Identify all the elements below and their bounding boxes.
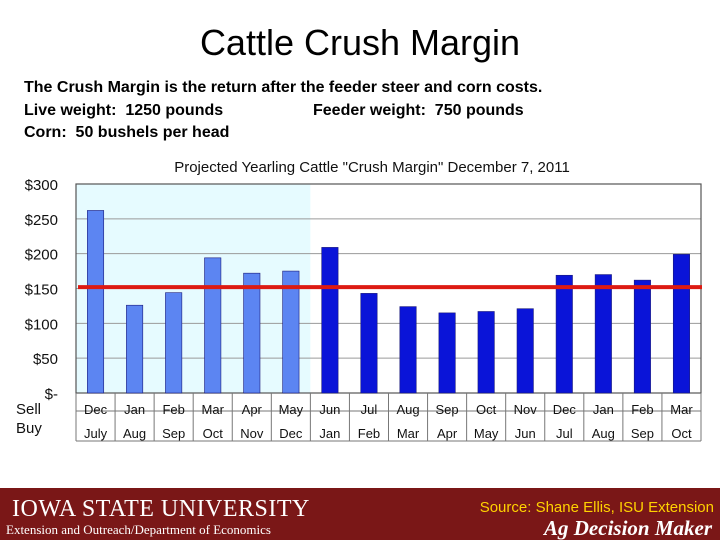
y-tick-label: $250: [25, 212, 58, 229]
x-tick-label-buy: Aug: [592, 426, 615, 441]
x-tick-label-buy: Feb: [358, 426, 380, 441]
x-tick-label-buy: Jul: [556, 426, 573, 441]
y-tick-label: $300: [25, 177, 58, 194]
x-tick-label-sell: Sep: [436, 402, 459, 417]
x-tick-label-sell: Feb: [162, 402, 184, 417]
x-tick-label-sell: Apr: [242, 402, 263, 417]
x-tick-label-sell: Nov: [514, 402, 538, 417]
x-tick-label-buy: July: [84, 426, 108, 441]
bar: [633, 279, 651, 394]
x-tick-label-sell: Feb: [631, 402, 653, 417]
x-tick-label-sell: Mar: [670, 402, 693, 417]
x-tick-label-sell: Aug: [396, 402, 419, 417]
crush-margin-chart: Projected Yearling Cattle "Crush Margin"…: [0, 150, 720, 446]
x-tick-label-buy: Dec: [279, 426, 303, 441]
y-tick-label: $-: [45, 386, 58, 403]
chart-title: Projected Yearling Cattle "Crush Margin"…: [174, 159, 570, 176]
university-logo: IOWA STATE UNIVERSITY: [12, 496, 310, 522]
description-line-1: The Crush Margin is the return after the…: [24, 79, 543, 96]
bar: [243, 272, 261, 394]
y-tick-label: $100: [25, 316, 58, 333]
x-tick-label-sell: Dec: [553, 402, 577, 417]
corn-text: Corn: 50 bushels per head: [24, 124, 230, 141]
x-tick-label-buy: Sep: [162, 426, 185, 441]
bar: [516, 308, 534, 394]
x-tick-label-sell: Dec: [84, 402, 108, 417]
bar: [360, 293, 378, 394]
bar: [321, 247, 339, 394]
x-tick-label-buy: Mar: [397, 426, 420, 441]
x-tick-label-buy: Sep: [631, 426, 654, 441]
bar: [282, 270, 300, 394]
bar: [477, 311, 495, 394]
x-tick-label-buy: Nov: [240, 426, 264, 441]
bar: [594, 274, 612, 394]
y-tick-label: $200: [25, 247, 58, 264]
bar: [672, 254, 690, 394]
x-tick-label-sell: Jan: [124, 402, 145, 417]
x-tick-label-sell: Oct: [476, 402, 497, 417]
bar: [438, 312, 456, 394]
x-tick-label-buy: Oct: [671, 426, 692, 441]
bar: [126, 304, 144, 394]
row-label-sell: Sell: [16, 401, 41, 418]
footer-bar: [0, 488, 720, 540]
x-tick-label-buy: Apr: [437, 426, 458, 441]
x-tick-label-sell: Mar: [202, 402, 225, 417]
bar: [555, 274, 573, 394]
x-tick-label-buy: Jan: [319, 426, 340, 441]
slide-title: Cattle Crush Margin: [199, 22, 521, 63]
x-tick-label-sell: Jul: [361, 402, 378, 417]
source-credit: Source: Shane Ellis, ISU Extension: [479, 499, 714, 516]
y-tick-label: $150: [25, 282, 58, 299]
x-tick-label-sell: Jan: [593, 402, 614, 417]
y-tick-label: $50: [33, 351, 58, 368]
row-label-buy: Buy: [16, 420, 42, 437]
brand-logo: Ag Decision Maker: [544, 516, 712, 540]
bar: [204, 257, 222, 394]
bar: [399, 306, 417, 394]
footer-subtitle: Extension and Outreach/Department of Eco…: [6, 522, 271, 537]
bar: [87, 210, 105, 394]
live-weight-text: Live weight: 1250 pounds: [24, 102, 224, 119]
x-tick-label-buy: Aug: [123, 426, 146, 441]
bar: [165, 292, 183, 394]
x-tick-label-sell: May: [279, 402, 304, 417]
x-tick-label-sell: Jun: [319, 402, 340, 417]
x-tick-label-buy: Oct: [203, 426, 224, 441]
x-tick-label-buy: May: [474, 426, 499, 441]
feeder-weight-text: Feeder weight: 750 pounds: [313, 102, 524, 119]
x-tick-label-buy: Jun: [515, 426, 536, 441]
